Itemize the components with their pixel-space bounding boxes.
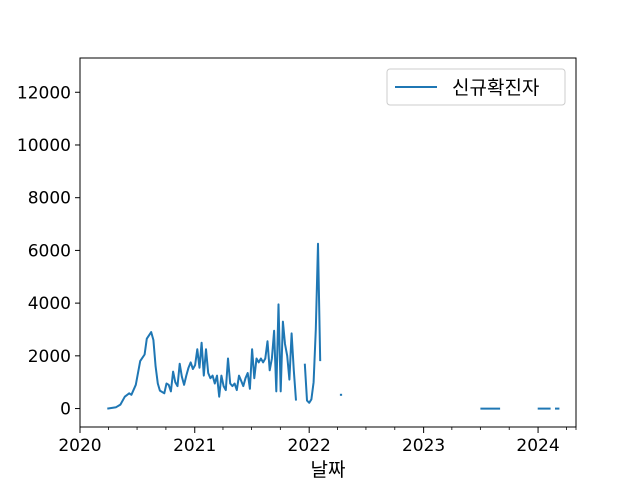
plot-frame <box>79 57 577 428</box>
axes-ticks: 0 2000 4000 6000 8000 10000 12000 2020 2021 2022 2… <box>17 83 577 456</box>
legend-series-label: 신규확진자 <box>452 77 539 99</box>
y-tick-label: 10000 <box>17 136 71 156</box>
x-tick-label: 2022 <box>288 436 331 456</box>
x-axis-title: 날짜 <box>311 459 346 480</box>
series-line-segment <box>107 303 297 410</box>
series-line-segment <box>303 242 322 404</box>
legend: 신규확진자 <box>386 68 566 106</box>
x-tick-label: 2023 <box>402 436 445 456</box>
y-tick-label: 6000 <box>28 241 71 261</box>
y-tick-label: 12000 <box>17 83 71 103</box>
series-layer <box>107 242 560 410</box>
y-tick-label: 8000 <box>28 189 71 209</box>
legend-frame <box>386 68 566 106</box>
y-tick-label: 0 <box>60 400 71 420</box>
x-tick-label: 2021 <box>173 436 216 456</box>
x-tick-label: 2020 <box>58 436 101 456</box>
y-tick-label: 4000 <box>28 294 71 314</box>
y-tick-label: 2000 <box>28 347 71 367</box>
x-tick-label: 2024 <box>516 436 559 456</box>
